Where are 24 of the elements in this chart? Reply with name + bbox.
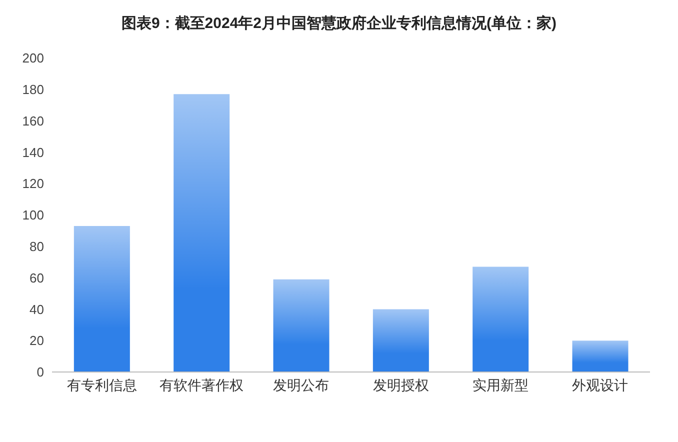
y-tick-label: 0 bbox=[36, 364, 44, 380]
bar bbox=[372, 309, 429, 372]
x-tick-label: 有专利信息 bbox=[66, 376, 137, 393]
bar bbox=[572, 340, 628, 372]
y-tick-label: 40 bbox=[30, 302, 44, 317]
y-tick-label: 120 bbox=[22, 176, 44, 192]
x-tick-label: 发明公布 bbox=[273, 376, 330, 393]
y-tick-label: 60 bbox=[30, 270, 44, 286]
y-tick-label: 80 bbox=[30, 239, 44, 254]
bar bbox=[74, 226, 130, 372]
bar bbox=[472, 266, 529, 372]
x-tick-label: 实用新型 bbox=[472, 376, 528, 393]
y-tick-label: 180 bbox=[22, 82, 44, 98]
y-tick-label: 100 bbox=[22, 208, 44, 223]
x-tick-label: 外观设计 bbox=[572, 376, 628, 393]
y-tick-label: 160 bbox=[22, 113, 44, 128]
y-tick-label: 200 bbox=[22, 50, 44, 66]
y-tick-label: 20 bbox=[30, 333, 44, 348]
bar bbox=[174, 94, 230, 372]
x-tick-label: 有软件著作权 bbox=[160, 376, 244, 393]
bar bbox=[273, 279, 330, 372]
chart-title: 图表9：截至2024年2月中国智慧政府企业专利信息情况(单位：家) bbox=[120, 14, 558, 34]
y-tick-label: 140 bbox=[22, 144, 44, 160]
x-tick-label: 发明授权 bbox=[372, 376, 429, 393]
